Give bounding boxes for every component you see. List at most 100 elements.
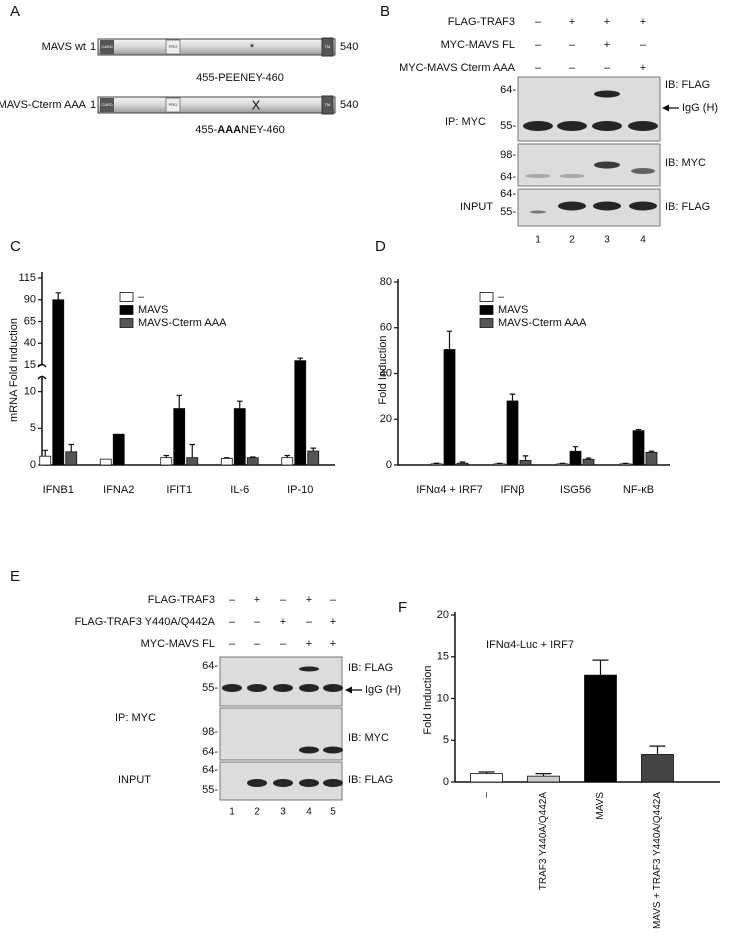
domain-box bbox=[165, 97, 181, 113]
lane-number: 3 bbox=[604, 235, 610, 246]
domain-label: TM bbox=[325, 44, 331, 49]
domain-label: PRO bbox=[169, 44, 178, 49]
arrow-label: IgG (H) bbox=[365, 684, 401, 696]
blot-band bbox=[299, 779, 319, 787]
domain-box bbox=[321, 37, 334, 57]
ip-label: IP: MYC bbox=[445, 116, 486, 128]
error-bar bbox=[68, 443, 74, 452]
blot-band bbox=[628, 121, 658, 131]
bar bbox=[519, 460, 532, 466]
bar bbox=[569, 450, 582, 466]
condition-sign: + bbox=[306, 594, 312, 606]
motif-part: 455- bbox=[195, 124, 217, 136]
blot-band bbox=[299, 684, 319, 692]
bar bbox=[584, 674, 617, 783]
condition-label: MYC-MAVS FL bbox=[141, 638, 215, 650]
x-tick-label: IFNA2 bbox=[103, 484, 134, 496]
panel-label: B bbox=[380, 3, 390, 20]
condition-label: MYC-MAVS FL bbox=[441, 39, 515, 51]
axis-break bbox=[37, 375, 47, 380]
condition-sign: – bbox=[330, 594, 337, 606]
y-axis-title: Fold Induction bbox=[377, 335, 389, 404]
panel-label: C bbox=[10, 238, 21, 255]
lane-number: 1 bbox=[229, 807, 235, 818]
bar bbox=[281, 457, 294, 466]
error-bar bbox=[509, 393, 516, 401]
legend-swatch bbox=[119, 292, 134, 302]
condition-sign: + bbox=[330, 616, 336, 628]
y-tick-label: 40 bbox=[24, 337, 36, 349]
x-tick-label: NF-κB bbox=[623, 484, 654, 496]
error-bar bbox=[649, 745, 666, 755]
bar bbox=[233, 408, 246, 466]
condition-sign: – bbox=[229, 594, 236, 606]
size-marker: 64- bbox=[202, 764, 218, 776]
blot-band bbox=[299, 746, 319, 754]
bar bbox=[493, 463, 506, 466]
condition-sign: – bbox=[604, 62, 611, 74]
blot-band bbox=[247, 779, 267, 787]
construct-end: 540 bbox=[340, 41, 358, 53]
size-marker: 98- bbox=[202, 726, 218, 738]
y-tick-label: 15 bbox=[24, 359, 36, 371]
domain-box bbox=[165, 39, 181, 55]
error-bar bbox=[284, 454, 290, 458]
x-tick-label: IFNα4 + IRF7 bbox=[416, 484, 483, 496]
bar bbox=[39, 455, 52, 466]
blot-band bbox=[557, 121, 587, 131]
motif-part: 455-PEENEY-460 bbox=[196, 72, 284, 84]
y-tick-label: 60 bbox=[380, 322, 392, 334]
y-tick-label: 65 bbox=[24, 315, 36, 327]
bar bbox=[443, 349, 456, 466]
motif: 455-PEENEY-460 bbox=[196, 72, 284, 84]
blot-band bbox=[559, 174, 585, 178]
bar bbox=[173, 408, 186, 466]
blot-image bbox=[219, 656, 343, 707]
error-bar bbox=[55, 292, 61, 300]
condition-sign: + bbox=[306, 638, 312, 650]
error-bar bbox=[189, 443, 195, 458]
blot-band bbox=[558, 201, 586, 211]
blot-band bbox=[273, 779, 293, 787]
bar bbox=[307, 450, 320, 466]
bar bbox=[456, 462, 469, 466]
size-marker: 64- bbox=[500, 84, 516, 96]
ip-label: IP: MYC bbox=[115, 712, 156, 724]
motif-part: NEY-460 bbox=[241, 124, 285, 136]
blot-band bbox=[594, 90, 620, 98]
x-tick-label: MAVS bbox=[595, 792, 606, 820]
error-bar bbox=[635, 428, 642, 431]
motif: 455-AAANEY-460 bbox=[195, 124, 285, 136]
legend-label: MAVS-Cterm AAA bbox=[138, 317, 227, 329]
legend-label: – bbox=[498, 291, 505, 303]
condition-sign: + bbox=[254, 594, 260, 606]
y-tick-label: 115 bbox=[18, 272, 36, 284]
condition-label: FLAG-TRAF3 Y440A/Q442A bbox=[75, 616, 216, 628]
site-mark: * bbox=[250, 42, 255, 54]
size-marker: 55- bbox=[500, 206, 516, 218]
error-bar bbox=[572, 446, 579, 452]
error-bar bbox=[163, 454, 169, 458]
size-marker: 64- bbox=[202, 660, 218, 672]
size-marker: 64- bbox=[500, 171, 516, 183]
bar bbox=[246, 457, 259, 466]
lane-number: 2 bbox=[254, 807, 260, 818]
error-bar bbox=[250, 456, 256, 458]
y-tick-label: 40 bbox=[380, 367, 392, 379]
construct-name: MAVS-Cterm AAA bbox=[0, 99, 87, 111]
condition-sign: + bbox=[280, 616, 286, 628]
legend-swatch bbox=[479, 318, 494, 328]
blot-band bbox=[592, 121, 622, 131]
blot-band bbox=[629, 201, 657, 211]
y-tick-label: 20 bbox=[380, 413, 392, 425]
blot-band bbox=[323, 684, 343, 692]
condition-label: FLAG-TRAF3 bbox=[448, 16, 515, 28]
input-label: INPUT bbox=[118, 774, 151, 786]
lane-number: 1 bbox=[535, 235, 541, 246]
error-bar bbox=[310, 447, 316, 452]
bar bbox=[506, 400, 519, 466]
condition-sign: – bbox=[535, 16, 542, 28]
protein-bar bbox=[97, 96, 336, 114]
